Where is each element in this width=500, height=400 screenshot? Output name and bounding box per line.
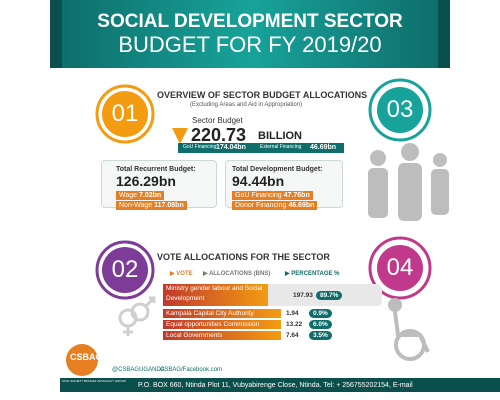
vote-name: Local Governments (163, 331, 281, 340)
label: Donor Financing (235, 202, 287, 209)
allocation-value: 197.93 (293, 291, 313, 299)
section-number: 01 (102, 91, 148, 137)
address: P.O. BOX 660, Ntinda Plot 11, Vubyabiren… (138, 382, 413, 389)
legend-percentage: ▶ PERCENTAGE % (285, 271, 340, 277)
value: 46.69bn (310, 144, 337, 151)
ring (95, 84, 155, 144)
vote-name: Equal opportunities Commission (163, 320, 281, 329)
section-number: 02 (102, 247, 148, 293)
vote-row: Kampala Capital City Authority 1.94 0.9% (163, 309, 345, 318)
legend-label: PERCENTAGE % (291, 271, 340, 277)
allocation-value: 7.64 (286, 332, 299, 339)
legend-label: ALLOCATIONS (BNS) (209, 271, 271, 277)
vote-name: Kampala Capital City Authority (163, 309, 281, 318)
allocation-value: 13.22 (286, 321, 303, 328)
subtitle: BUDGET FOR FY 2019/20 (118, 32, 382, 57)
value: 126.29bn (116, 173, 176, 189)
wheelchair-icon (388, 298, 430, 361)
section-number: 03 (377, 87, 423, 133)
logo-text: CSBAG (70, 352, 103, 362)
label: Total Recurrent Budget: (116, 166, 196, 173)
label: Total Development Budget: (232, 166, 323, 173)
people-icon (368, 143, 449, 221)
vote-row: Ministry gender labour and Social Develo… (163, 284, 382, 306)
allocation-value: 1.94 (286, 310, 299, 317)
percentage: 0.9% (309, 309, 332, 318)
financing-bar (178, 143, 344, 153)
header-banner (62, 0, 438, 68)
ring (368, 78, 432, 142)
value: 174.04bn (216, 144, 246, 151)
ring (95, 240, 155, 300)
triangle-icon (172, 128, 188, 144)
facebook: CSBAG/Facebook.com (160, 367, 223, 373)
header-edge (438, 0, 450, 68)
label: GoU Financing (235, 192, 282, 199)
header-edge (50, 0, 62, 68)
donor: Donor Financing 46.69bn (232, 201, 318, 210)
vote-row: Local Governments 7.64 3.5% (163, 331, 345, 340)
section-title: OVERVIEW OF SECTOR BUDGET ALLOCATIONS (157, 90, 368, 100)
unit: BILLION (258, 130, 302, 142)
percentage: 6.0% (309, 320, 332, 329)
wage: Wage 7.02bn (116, 191, 165, 200)
logo-subtext: CIVIL SOCIETY BUDGET ADVOCACY GROUP (62, 379, 126, 383)
section-number: 04 (377, 245, 423, 291)
legend-label: VOTE (176, 271, 193, 277)
value: 94.44bn (232, 173, 285, 189)
label: Sector Budget (192, 116, 243, 125)
logo (66, 344, 98, 376)
footer-bar (60, 378, 500, 392)
twitter: @CSBAGUGANDA (112, 367, 165, 373)
section-subtitle: (Excluding Areas and Aid in Appropriatio… (190, 102, 303, 108)
legend-vote: ▶ VOTE (170, 271, 193, 277)
value: 7.02bn (138, 192, 162, 199)
recurrent-box (101, 160, 217, 208)
gender-icon (118, 296, 156, 336)
vote-name: Ministry gender labour and Social Develo… (163, 284, 268, 306)
development-box (225, 160, 343, 208)
label: External Financing (260, 144, 302, 150)
legend-allocation: ▶ ALLOCATIONS (BNS) (203, 271, 271, 277)
value: 47.76bn (283, 192, 310, 199)
gou: GoU Financing 47.76bn (232, 191, 313, 200)
label: Wage (119, 192, 138, 199)
value: 46.69bn (288, 202, 315, 209)
title: SOCIAL DEVELOPMENT SECTOR (97, 11, 403, 32)
non-wage: Non-Wage 117.08bn (116, 201, 187, 210)
vote-row: Equal opportunities Commission 13.22 6.0% (163, 320, 345, 329)
value: 220.73 (191, 125, 247, 145)
percentage: 3.5% (309, 331, 332, 340)
section-title: VOTE ALLOCATIONS FOR THE SECTOR (157, 252, 330, 262)
ring (368, 236, 432, 300)
label: Non-Wage (119, 202, 153, 209)
label: GoU Financing (183, 144, 217, 150)
value: 117.08bn (154, 202, 184, 209)
percentage: 89.7% (316, 290, 343, 300)
